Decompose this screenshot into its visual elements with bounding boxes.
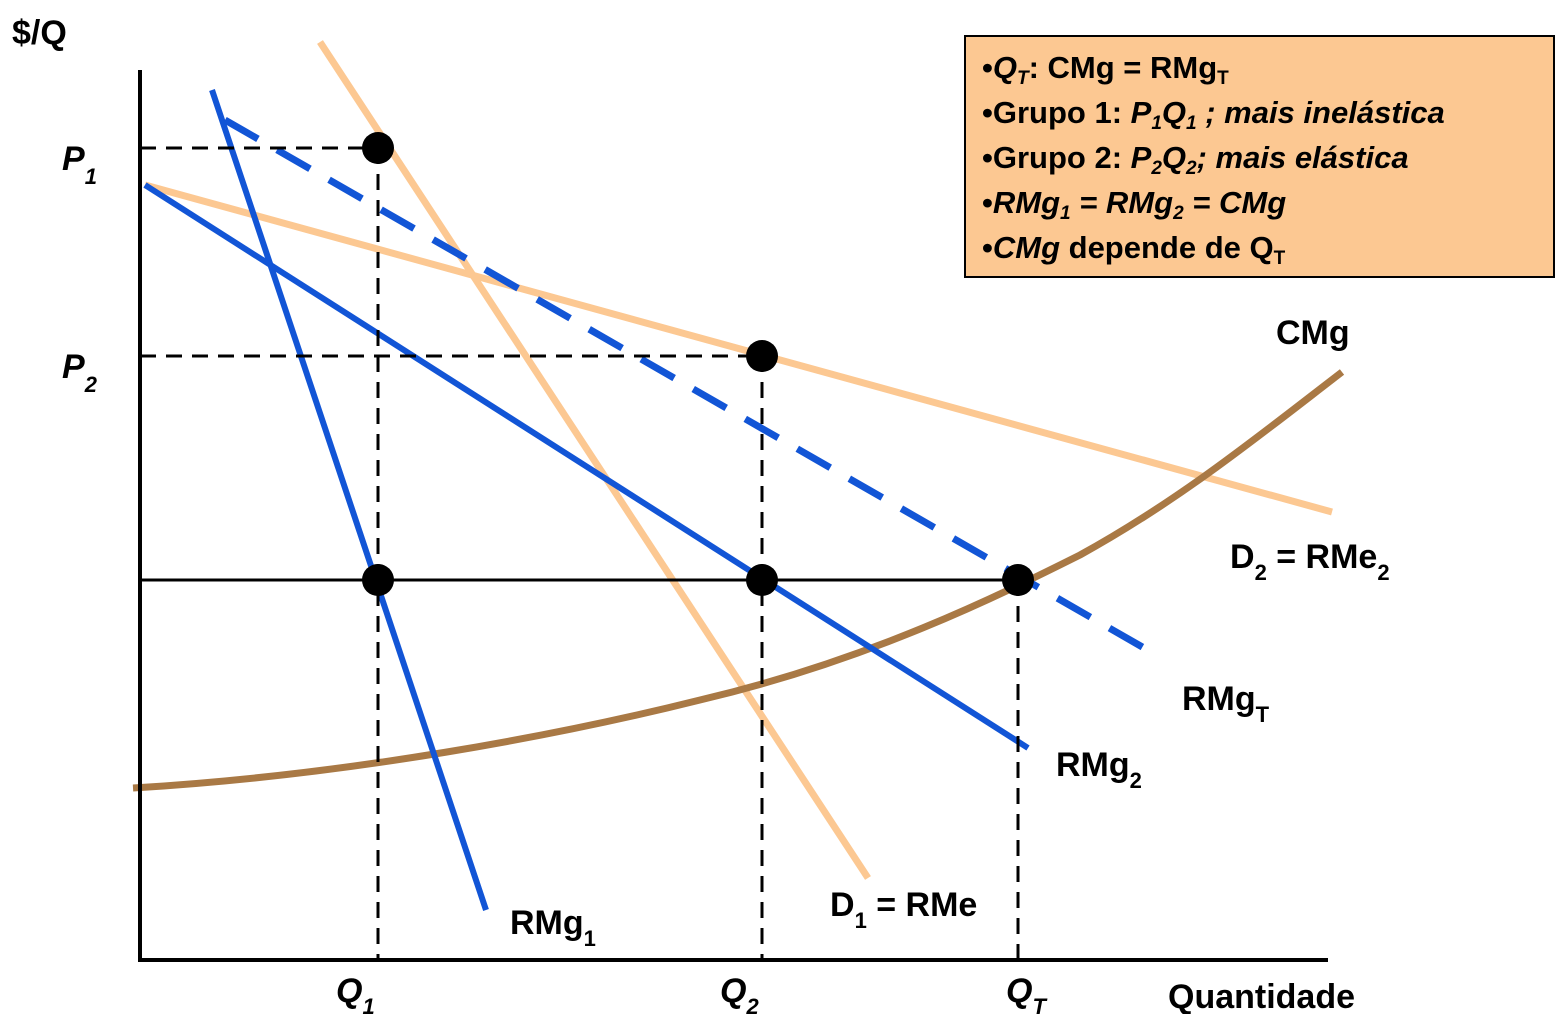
- point-qt-cmg: [1002, 564, 1034, 596]
- d2-label: D2 = RMe2: [1230, 538, 1390, 585]
- qt-tick-label: QT: [1006, 972, 1047, 1014]
- x-axis-label: Quantidade: [1168, 978, 1355, 1014]
- point-p1-q1: [362, 132, 394, 164]
- legend-line-1: •QT: CMg = RMgT: [982, 50, 1229, 89]
- legend-box: •QT: CMg = RMgT •Grupo 1: P1Q1 ; mais in…: [964, 35, 1555, 278]
- y-axis-label: $/Q: [12, 14, 67, 52]
- legend-line-3: •Grupo 2: P2Q2; mais elástica: [982, 140, 1409, 179]
- q2-tick-label: Q2: [720, 972, 759, 1014]
- d2-demand-curve: [144, 181, 1333, 516]
- d1-label: D1 = RMe: [830, 886, 977, 933]
- rmg1-label: RMg1: [510, 904, 596, 951]
- point-q2-cmg: [746, 564, 778, 596]
- rmg1-curve: [209, 89, 489, 911]
- p2-tick-label: P2: [62, 348, 98, 397]
- point-q1-cmg: [362, 564, 394, 596]
- cmg-curve: [132, 369, 1345, 792]
- rmgt-label: RMgT: [1182, 680, 1270, 727]
- rmg2-label: RMg2: [1056, 746, 1142, 793]
- legend-line-2: •Grupo 1: P1Q1 ; mais inelástica: [982, 95, 1445, 134]
- rmg2-curve: [143, 182, 1030, 751]
- cmg-label: CMg: [1276, 314, 1350, 352]
- point-p2-q2: [746, 340, 778, 372]
- q1-tick-label: Q1: [336, 972, 375, 1014]
- p1-tick-label: P1: [62, 140, 97, 189]
- legend-line-5: •CMg depende de QT: [982, 230, 1286, 269]
- legend-line-4: •RMg1 = RMg2 = CMg: [982, 185, 1287, 224]
- d1-demand-curve: [317, 40, 871, 880]
